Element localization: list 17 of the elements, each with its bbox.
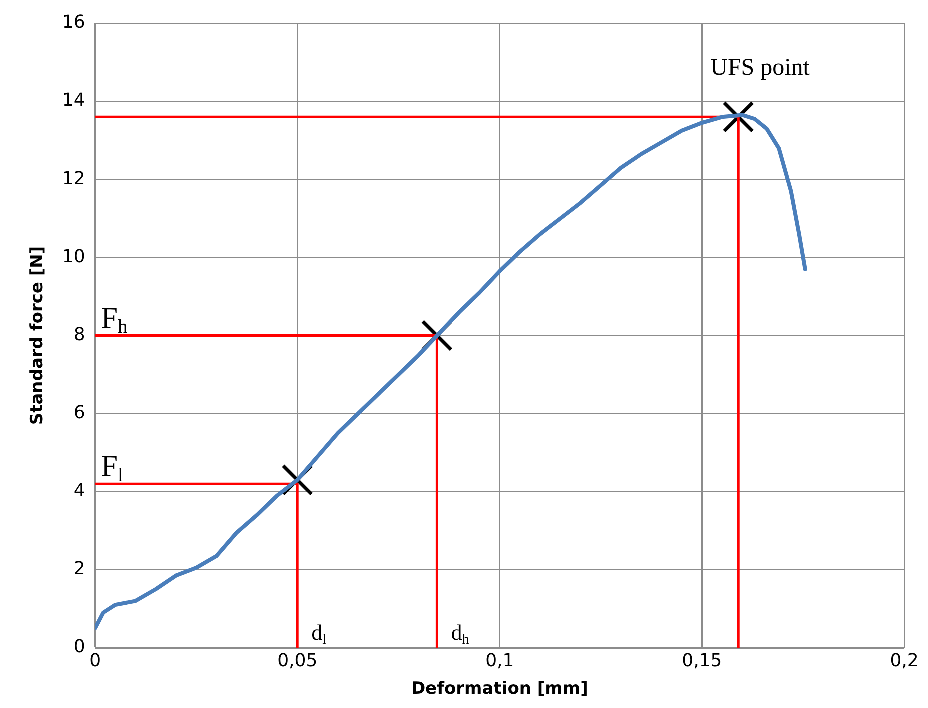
y-tick-label: 4 (74, 480, 86, 502)
x-tick-label: 0,05 (278, 650, 318, 672)
x-tick-label: 0,2 (890, 650, 919, 672)
x-axis-title: Deformation [mm] (411, 679, 588, 700)
y-tick-label: 16 (62, 12, 86, 34)
y-tick-label: 2 (74, 558, 86, 580)
y-tick-label: 8 (74, 324, 86, 346)
y-axis-title: Standard force [N] (28, 246, 48, 426)
annotation: UFS point (710, 55, 810, 82)
y-tick-label: 12 (62, 168, 86, 190)
x-tick-label: 0,1 (486, 650, 514, 672)
x-tick-label: 0 (90, 650, 102, 672)
y-tick-label: 0 (74, 636, 86, 658)
y-tick-label: 6 (74, 402, 86, 424)
y-tick-label: 10 (62, 246, 86, 268)
y-tick-label: 14 (62, 90, 86, 112)
x-tick-label: 0,15 (682, 650, 722, 672)
